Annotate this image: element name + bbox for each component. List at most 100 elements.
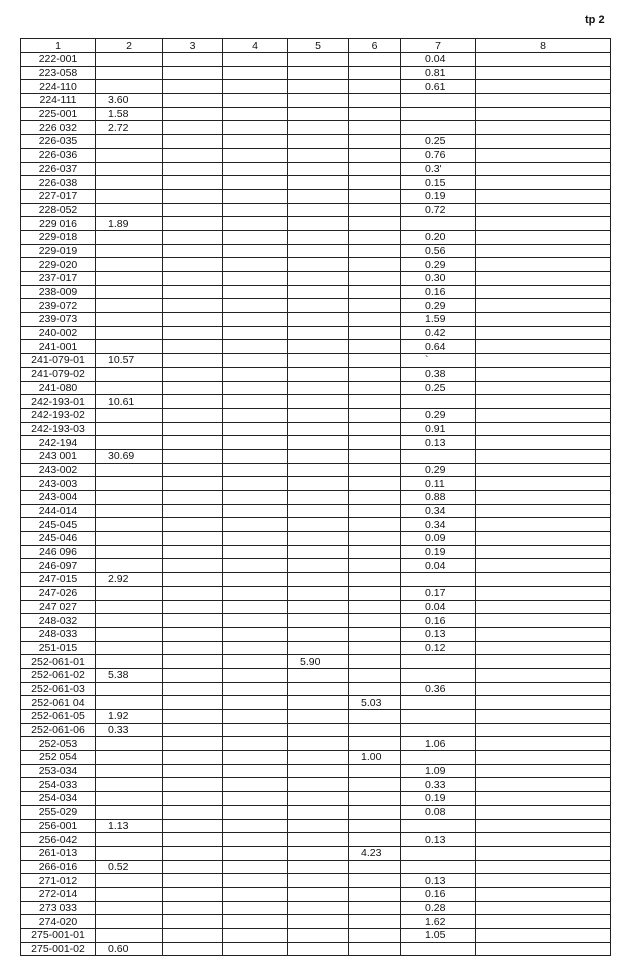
value-cell-col-3 [162, 93, 223, 108]
value-cell-col-8 [475, 298, 611, 314]
value-cell-col-5 [287, 722, 349, 738]
row-id-cell: 238-009 [20, 284, 96, 300]
value-cell-col-8 [475, 845, 611, 861]
value-cell-col-7 [400, 859, 476, 875]
value-cell-col-8 [475, 216, 611, 231]
row-id-cell: 252-061-01 [20, 654, 96, 669]
value-cell-col-7: 0.13 [400, 873, 476, 888]
value-cell-col-7: 0.09 [400, 531, 476, 546]
row-id-cell: 255-029 [20, 804, 96, 820]
value-cell-col-8 [475, 257, 611, 272]
value-cell-col-2 [95, 832, 163, 847]
value-cell-col-4 [222, 531, 288, 546]
value-cell-col-4 [222, 147, 288, 163]
value-cell-col-7: 0.36 [400, 681, 476, 697]
value-cell-col-6 [348, 531, 401, 546]
value-cell-col-4 [222, 448, 288, 464]
row-id-cell: 229-020 [20, 257, 96, 272]
value-cell-col-2: 1.58 [95, 106, 163, 122]
value-cell-col-7: 0.30 [400, 271, 476, 286]
value-cell-col-3 [162, 52, 223, 67]
table-row: 226-036 0.76 [20, 147, 611, 163]
value-cell-col-7: 0.12 [400, 640, 476, 656]
value-cell-col-4 [222, 845, 288, 861]
value-cell-col-7: 0.34 [400, 503, 476, 519]
value-cell-col-3 [162, 791, 223, 806]
value-cell-col-7: 0.13 [400, 626, 476, 642]
value-cell-col-2: 5.38 [95, 667, 163, 683]
value-cell-col-4 [222, 353, 288, 368]
value-cell-col-8 [475, 312, 611, 327]
table-row: 229-018 0.20 [20, 229, 611, 245]
value-cell-col-2 [95, 147, 163, 163]
row-id-cell: 256-001 [20, 818, 96, 834]
value-cell-col-3 [162, 818, 223, 834]
value-cell-col-5 [287, 709, 349, 724]
value-cell-col-2 [95, 613, 163, 628]
row-id-cell: 242-194 [20, 435, 96, 450]
table-row: 242-194 0.13 [20, 435, 611, 450]
value-cell-col-2: 1.92 [95, 709, 163, 724]
column-header-2: 2 [95, 38, 163, 53]
row-id-cell: 275-001-02 [20, 941, 96, 957]
table-row: 252-061-01 5.90 [20, 654, 611, 669]
value-cell-col-5 [287, 421, 349, 437]
value-cell-col-8 [475, 52, 611, 67]
value-cell-col-7: 0.29 [400, 298, 476, 314]
value-cell-col-4 [222, 832, 288, 847]
value-cell-col-4 [222, 271, 288, 286]
table-row: 275-001-01 1.05 [20, 928, 611, 943]
row-id-cell: 242-193-03 [20, 421, 96, 437]
value-cell-col-7: 0.15 [400, 175, 476, 190]
table-row: 244-014 0.34 [20, 503, 611, 519]
value-cell-col-7 [400, 572, 476, 587]
value-cell-col-7: 0.16 [400, 613, 476, 628]
value-cell-col-3 [162, 284, 223, 300]
value-cell-col-8 [475, 832, 611, 847]
table-row: 241-001 0.64 [20, 339, 611, 355]
value-cell-col-3 [162, 585, 223, 601]
value-cell-col-8 [475, 928, 611, 943]
value-cell-col-7: 0.61 [400, 79, 476, 95]
value-cell-col-7: 0.19 [400, 188, 476, 204]
value-cell-col-6 [348, 448, 401, 464]
table-row: 239-072 0.29 [20, 298, 611, 314]
value-cell-col-7: 0.64 [400, 339, 476, 355]
row-id-cell: 247-026 [20, 585, 96, 601]
value-cell-col-7 [400, 448, 476, 464]
value-cell-col-5 [287, 490, 349, 505]
value-cell-col-4 [222, 572, 288, 587]
value-cell-col-3 [162, 229, 223, 245]
value-cell-col-5 [287, 750, 349, 765]
value-cell-col-2 [95, 407, 163, 423]
value-cell-col-3 [162, 448, 223, 464]
value-cell-col-2 [95, 490, 163, 505]
row-id-cell: 227-017 [20, 188, 96, 204]
table-row: 243-004 0.88 [20, 490, 611, 505]
value-cell-col-5 [287, 312, 349, 327]
value-cell-col-7 [400, 941, 476, 957]
row-id-cell: 252 054 [20, 750, 96, 765]
value-cell-col-2: 1.89 [95, 216, 163, 231]
row-id-cell: 271-012 [20, 873, 96, 888]
value-cell-col-4 [222, 257, 288, 272]
value-cell-col-5 [287, 818, 349, 834]
value-cell-col-2 [95, 476, 163, 491]
table-row: 261-013 4.23 [20, 845, 611, 861]
row-id-cell: 242-193-01 [20, 394, 96, 409]
value-cell-col-6 [348, 818, 401, 834]
row-id-cell: 226 032 [20, 120, 96, 136]
table-row: 252 054 1.00 [20, 750, 611, 765]
value-cell-col-8 [475, 572, 611, 587]
page-label: tp 2 [585, 14, 605, 26]
row-id-cell: 244-014 [20, 503, 96, 519]
value-cell-col-8 [475, 886, 611, 902]
value-cell-col-7: 0.81 [400, 65, 476, 81]
table-row: 266-016 0.52 [20, 859, 611, 875]
table-row: 243-003 0.11 [20, 476, 611, 491]
value-cell-col-4 [222, 52, 288, 67]
value-cell-col-3 [162, 599, 223, 615]
value-cell-col-2 [95, 914, 163, 929]
value-cell-col-4 [222, 709, 288, 724]
